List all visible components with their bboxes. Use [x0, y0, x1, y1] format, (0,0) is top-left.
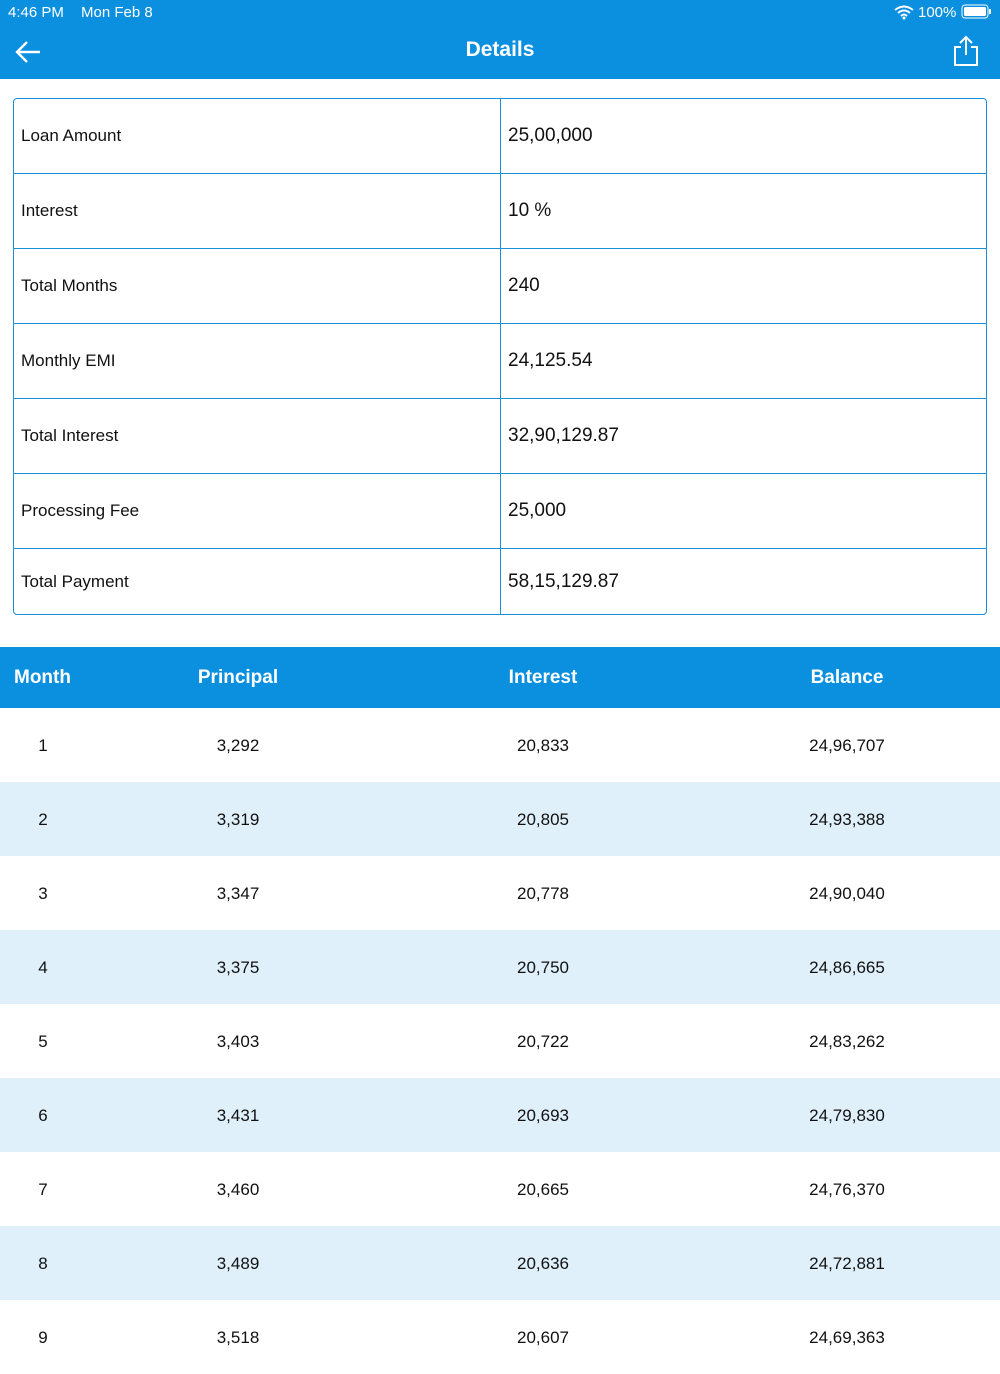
schedule-row: 5 3,403 20,722 24,83,262	[0, 1004, 1000, 1078]
schedule-cell: 1	[38, 736, 48, 755]
summary-row: Total Payment 58,15,129.87	[14, 549, 986, 614]
schedule-cell: 20,607	[517, 1328, 569, 1347]
schedule-cell: 20,636	[517, 1254, 569, 1273]
wifi-icon	[894, 5, 914, 20]
summary-value: 240	[500, 249, 986, 323]
schedule-cell: 3,292	[216, 736, 260, 755]
schedule-cell: 3	[38, 884, 48, 903]
schedule-cell: 20,805	[517, 810, 569, 829]
schedule-cell: 24,79,830	[809, 1106, 885, 1125]
summary-value: 25,000	[500, 474, 986, 548]
schedule-cell: 24,86,665	[809, 958, 885, 977]
summary-label: Total Months	[21, 276, 118, 295]
schedule-cell: 3,375	[216, 958, 260, 977]
battery-percent: 100%	[918, 4, 957, 21]
schedule-cell: 24,83,262	[809, 1032, 885, 1051]
schedule-row: 1 3,292 20,833 24,96,707	[0, 708, 1000, 782]
schedule-cell: 24,90,040	[809, 884, 885, 903]
schedule-cell: 20,778	[517, 884, 569, 903]
schedule-cell: 24,93,388	[809, 810, 885, 829]
summary-label: Total Payment	[21, 571, 129, 591]
schedule-cell: 20,722	[517, 1032, 569, 1051]
summary-table: Loan Amount 25,00,000 Interest 10 % Total Mo…	[13, 98, 987, 615]
summary-value: 24,125.54	[500, 324, 986, 398]
schedule-row: 6 3,431 20,693 24,79,830	[0, 1078, 1000, 1152]
summary-value: 32,90,129.87	[500, 399, 986, 473]
status-date: Mon Feb 8	[81, 4, 153, 21]
summary-row: Total Interest 32,90,129.87	[14, 399, 986, 474]
column-header: Interest	[508, 667, 578, 688]
schedule-row: 2 3,319 20,805 24,93,388	[0, 782, 1000, 856]
schedule-row: 9 3,518 20,607 24,69,363	[0, 1300, 1000, 1374]
column-header: Month	[14, 667, 71, 688]
battery-icon	[961, 4, 991, 19]
schedule-cell: 20,665	[517, 1180, 569, 1199]
back-button[interactable]	[14, 40, 42, 64]
page-title: Details	[465, 38, 535, 61]
schedule-cell: 7	[38, 1180, 48, 1199]
summary-row: Interest 10 %	[14, 174, 986, 249]
schedule-cell: 5	[38, 1032, 48, 1051]
share-button[interactable]	[952, 35, 980, 67]
summary-row: Total Months 240	[14, 249, 986, 324]
column-header: Principal	[197, 667, 279, 688]
summary-label: Loan Amount	[21, 126, 122, 145]
schedule-row: 3 3,347 20,778 24,90,040	[0, 856, 1000, 930]
summary-value: 10 %	[500, 174, 986, 248]
schedule-cell: 3,518	[216, 1328, 260, 1347]
schedule-cell: 3,489	[216, 1254, 260, 1273]
summary-row: Processing Fee 25,000	[14, 474, 986, 549]
schedule-cell: 8	[38, 1254, 48, 1273]
schedule-cell: 2	[38, 810, 48, 829]
summary-value: 25,00,000	[500, 99, 986, 173]
schedule-cell: 6	[38, 1106, 48, 1125]
summary-value: 58,15,129.87	[500, 549, 986, 614]
app-bar: 4:46 PM Mon Feb 8 100% Details	[0, 0, 1000, 79]
schedule-cell: 3,347	[216, 884, 260, 903]
schedule-cell: 24,96,707	[809, 736, 885, 755]
summary-label: Total Interest	[21, 426, 119, 445]
schedule-row: 4 3,375 20,750 24,86,665	[0, 930, 1000, 1004]
schedule-cell: 20,693	[517, 1106, 569, 1125]
schedule-cell: 24,76,370	[809, 1180, 885, 1199]
schedule-cell: 4	[38, 958, 48, 977]
summary-label: Processing Fee	[21, 501, 140, 520]
schedule-cell: 3,431	[216, 1106, 260, 1125]
summary-label: Monthly EMI	[21, 351, 116, 370]
summary-row: Monthly EMI 24,125.54	[14, 324, 986, 399]
schedule-cell: 3,319	[216, 810, 260, 829]
status-time: 4:46 PM	[8, 4, 64, 21]
column-header: Balance	[810, 667, 884, 688]
summary-row: Loan Amount 25,00,000	[14, 99, 986, 174]
schedule-row: 8 3,489 20,636 24,72,881	[0, 1226, 1000, 1300]
summary-label: Interest	[21, 201, 78, 220]
schedule-cell: 20,750	[517, 958, 569, 977]
schedule-cell: 3,460	[216, 1180, 260, 1199]
schedule-header: Month Principal Interest Balance	[0, 647, 1000, 708]
schedule-cell: 24,72,881	[809, 1254, 885, 1273]
schedule-cell: 3,403	[216, 1032, 260, 1051]
schedule-cell: 9	[38, 1328, 48, 1347]
schedule-cell: 24,69,363	[809, 1328, 885, 1347]
schedule-row: 7 3,460 20,665 24,76,370	[0, 1152, 1000, 1226]
schedule-cell: 20,833	[517, 736, 569, 755]
